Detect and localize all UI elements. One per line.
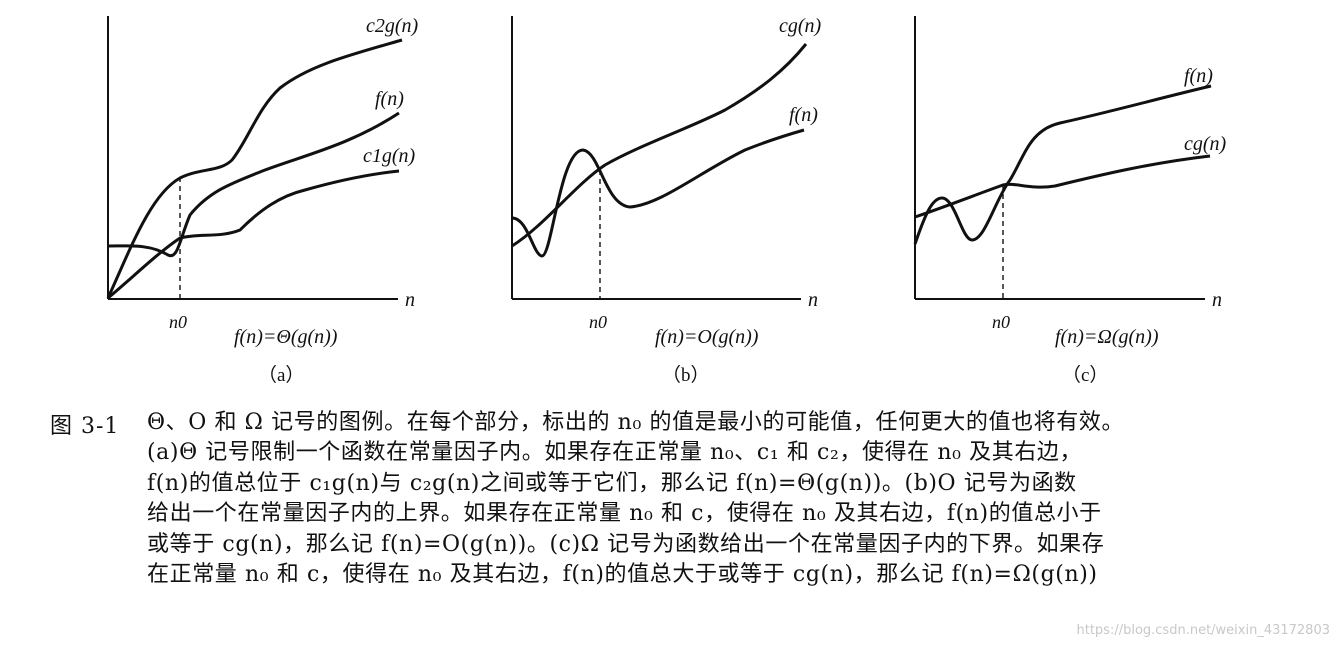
panel-a-panel-label: （a） [258, 364, 304, 386]
panel-a: n n0 c2g(n) f(n) c1g(n) f(n)=Θ(g(n)) （a） [106, 15, 419, 386]
caption-line-6: 在正常量 n₀ 和 c，使得在 n₀ 及其右边，f(n)的值总大于或等于 cg(… [147, 562, 1098, 588]
panel-a-middle-curve [107, 111, 400, 258]
panel-b: n n0 cg(n) f(n) f(n)=O(g(n)) （b） [511, 15, 822, 386]
panel-a-upper-curve-label: c2g(n) [366, 15, 419, 37]
panel-c-formula: f(n)=Ω(g(n)) [1055, 326, 1159, 348]
caption-figure-label: 图 3-1 [50, 414, 120, 439]
panel-a-middle-curve-label: f(n) [375, 88, 404, 110]
panel-c-lower-curve [914, 154, 1211, 219]
panel-b-formula: f(n)=O(g(n)) [655, 326, 759, 348]
watermark-text: https://blog.csdn.net/weixin_43172803 [1076, 623, 1330, 638]
panel-a-lower-curve-label: c1g(n) [363, 145, 416, 167]
panel-a-lower-curve [107, 169, 400, 300]
figures: n n0 c2g(n) f(n) c1g(n) f(n)=Θ(g(n)) （a）… [106, 15, 1227, 386]
panel-a-upper-curve [106, 38, 403, 299]
panel-c-upper-curve-label: f(n) [1184, 65, 1213, 87]
caption-body: Θ、O 和 Ω 记号的图例。在每个部分，标出的 n₀ 的值是最小的可能值，任何更… [147, 408, 1327, 590]
caption-line-4: 给出一个在常量因子内的上界。如果存在正常量 n₀ 和 c，使得在 n₀ 及其右边… [147, 501, 1102, 527]
caption-line-2: (a)Θ 记号限制一个函数在常量因子内。如果存在正常量 n₀、c₁ 和 c₂，使… [147, 440, 1083, 466]
panel-b-upper-curve-label: cg(n) [779, 15, 822, 37]
panel-b-lower-curve-label: f(n) [789, 104, 818, 126]
caption-line-3: f(n)的值总位于 c₁g(n)与 c₂g(n)之间或等于它们，那么记 f(n)… [147, 470, 1077, 496]
panel-c-panel-label: （c） [1062, 364, 1108, 386]
caption-line-1: Θ、O 和 Ω 记号的图例。在每个部分，标出的 n₀ 的值是最小的可能值，任何更… [147, 410, 1125, 435]
panel-c: n n0 f(n) cg(n) f(n)=Ω(g(n)) （c） [913, 16, 1227, 386]
panel-c-n0-label: n0 [992, 312, 1010, 332]
panel-a-n0-label: n0 [169, 312, 187, 332]
panel-b-n-axis-label: n [808, 289, 818, 311]
panel-b-panel-label: （b） [662, 364, 710, 386]
panel-b-n0-label: n0 [589, 312, 607, 332]
panel-c-lower-curve-label: cg(n) [1184, 133, 1227, 155]
panel-a-formula: f(n)=Θ(g(n)) [234, 326, 338, 348]
panel-a-n-axis-label: n [405, 289, 415, 311]
panel-c-upper-curve [913, 84, 1212, 245]
panel-c-n-axis-label: n [1212, 289, 1222, 311]
panel-b-lower-curve [511, 128, 805, 258]
caption-line-5: 或等于 cg(n)，那么记 f(n)=O(g(n))。(c)Ω 记号为函数给出一… [147, 531, 1105, 557]
